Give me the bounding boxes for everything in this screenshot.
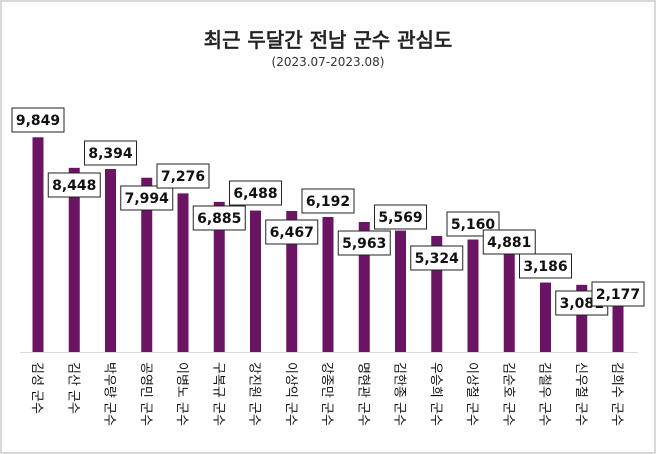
- bar: [467, 239, 479, 352]
- data-label: 3,186: [523, 259, 567, 275]
- data-label: 6,467: [270, 225, 314, 241]
- category-label: 강진원 군수: [247, 362, 262, 426]
- category-label: 이상익 군수: [283, 362, 298, 426]
- category-label: 김성 군수: [29, 362, 44, 414]
- chart-subtitle: (2023.07-2023.08): [271, 55, 385, 69]
- data-label-box: [229, 180, 282, 206]
- category-label: 김철우 군수: [537, 362, 552, 426]
- chart-title: 최근 두달간 전남 군수 관심도: [203, 28, 453, 52]
- category-label: 공영민 군수: [138, 362, 153, 426]
- bar: [431, 235, 443, 352]
- category-label: 김희수 군수: [609, 362, 624, 426]
- data-label: 2,177: [596, 287, 640, 303]
- category-label: 박우량 군수: [102, 362, 117, 426]
- data-label: 6,488: [233, 186, 277, 202]
- data-label-box: [591, 281, 645, 307]
- category-label: 이병노 군수: [174, 362, 189, 426]
- bar: [32, 137, 44, 352]
- data-label: 9,849: [16, 113, 60, 129]
- category-label: 구복규 군수: [210, 362, 225, 426]
- data-label: 5,324: [415, 251, 460, 267]
- bar: [105, 169, 116, 352]
- bar: [503, 245, 515, 352]
- data-label-box: [410, 245, 464, 271]
- data-label-box: [482, 229, 536, 255]
- bar: [177, 193, 189, 352]
- bar: [395, 230, 406, 352]
- data-label-box: [337, 230, 391, 256]
- bar: [286, 211, 298, 352]
- data-label: 6,192: [306, 194, 350, 210]
- data-label-box: [47, 172, 101, 198]
- data-label: 4,881: [487, 235, 531, 251]
- category-label: 명현관 군수: [355, 362, 370, 426]
- category-label: 강종만 군수: [319, 362, 334, 426]
- data-label-box: [84, 140, 137, 166]
- bar: [141, 177, 153, 352]
- data-label-box: [519, 253, 572, 279]
- category-label: 김한종 군수: [392, 362, 407, 426]
- data-label: 5,160: [451, 217, 496, 233]
- data-label: 7,276: [161, 169, 205, 185]
- bar: [540, 282, 551, 352]
- category-label: 우승희 군수: [428, 362, 443, 426]
- data-label-box: [156, 163, 210, 189]
- bar: [68, 167, 80, 352]
- bar: [358, 222, 370, 352]
- data-label: 8,448: [52, 178, 96, 194]
- category-label: 신우철 군수: [573, 362, 588, 426]
- data-label-box: [192, 205, 246, 231]
- data-label: 8,394: [88, 146, 133, 162]
- data-label: 7,994: [125, 191, 170, 207]
- data-label-box: [374, 204, 427, 230]
- bar: [213, 201, 225, 352]
- data-label: 5,963: [342, 236, 386, 252]
- bar: [612, 304, 624, 352]
- data-label-box: [11, 107, 65, 133]
- data-label-box: [301, 188, 355, 214]
- bar: [576, 284, 588, 352]
- data-label: 6,885: [197, 211, 241, 227]
- category-label: 김산 군수: [65, 362, 80, 414]
- bar: [250, 210, 261, 352]
- data-label: 5,569: [378, 210, 422, 226]
- category-label: 이상철 군수: [464, 362, 479, 426]
- category-label: 김순호 군수: [500, 362, 515, 426]
- data-label-box: [265, 219, 319, 245]
- bar: [322, 217, 334, 352]
- data-label-box: [120, 185, 174, 211]
